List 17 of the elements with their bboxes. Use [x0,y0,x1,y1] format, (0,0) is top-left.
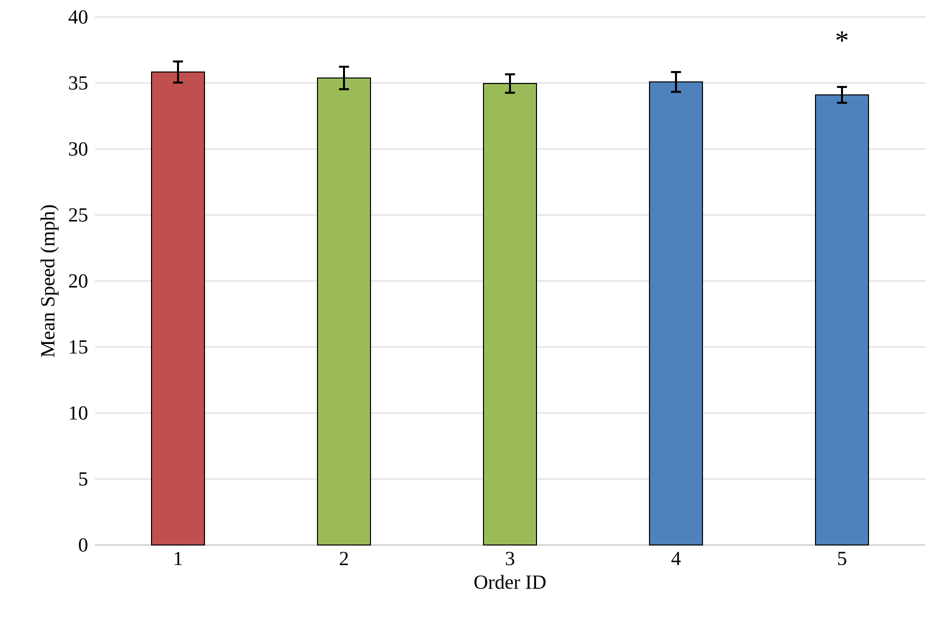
y-tick-label: 5 [79,472,88,486]
x-tick-label: 5 [838,552,846,566]
y-tick-label: 10 [70,406,88,420]
x-tick-label: 2 [340,552,348,566]
y-tick-label: 0 [78,538,88,552]
x-tick-label: 1 [174,552,182,566]
y-tick-label: 30 [69,142,88,156]
annotation: * [836,31,848,42]
x-axis-title: Order ID [474,574,546,589]
y-tick-label: 20 [69,274,88,288]
x-tick-label: 4 [671,552,681,566]
y-tick-label: 35 [69,76,88,90]
y-axis-title: Mean Speed (mph) [40,205,59,358]
x-tick-label: 3 [506,552,514,566]
y-tick-label: 40 [68,10,88,24]
y-tick-label: 15 [70,340,88,354]
y-tick-label: 25 [69,208,88,222]
